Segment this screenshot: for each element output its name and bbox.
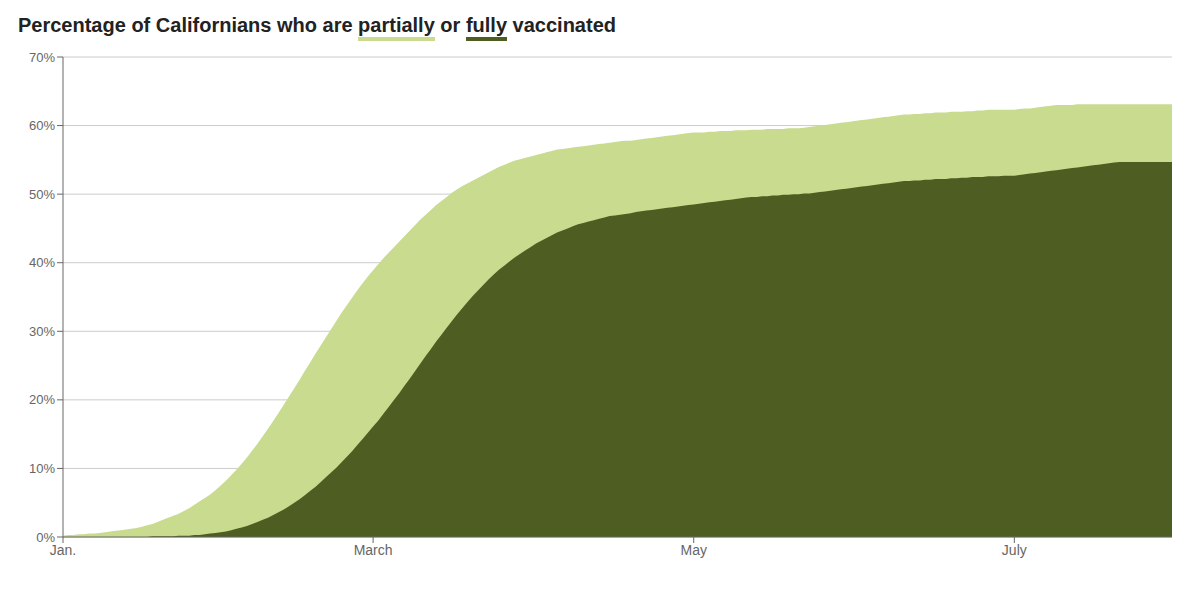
svg-text:40%: 40% — [29, 255, 55, 270]
svg-text:70%: 70% — [29, 50, 55, 65]
svg-text:60%: 60% — [29, 118, 55, 133]
svg-text:0%: 0% — [36, 530, 55, 545]
html-text:Percentage of Californians who: Percentage of Californians who are parti… — [18, 14, 616, 36]
svg-text:30%: 30% — [29, 324, 55, 339]
svg-text:May: May — [680, 542, 706, 558]
svg-text:March: March — [354, 542, 393, 558]
svg-text:50%: 50% — [29, 187, 55, 202]
svg-text:July: July — [1002, 542, 1027, 558]
svg-text:Jan.: Jan. — [49, 541, 77, 558]
svg-text:20%: 20% — [29, 392, 55, 407]
svg-text:10%: 10% — [29, 461, 55, 476]
